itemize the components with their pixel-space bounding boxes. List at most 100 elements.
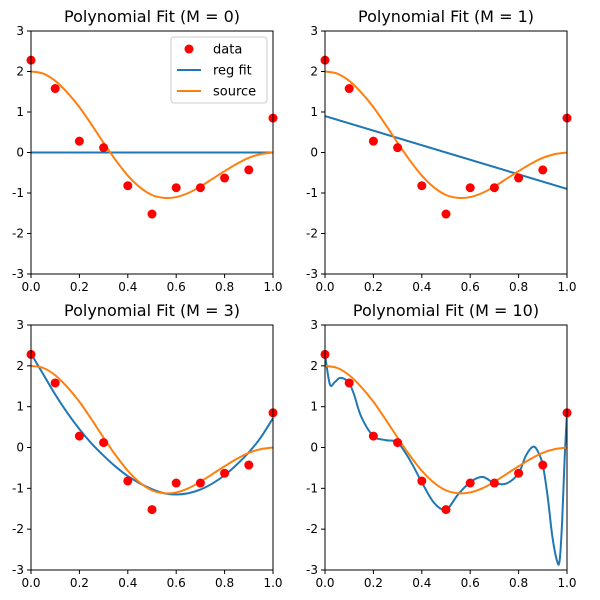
data-point [244, 165, 254, 175]
data-point [171, 478, 181, 488]
x-tick-label: 0.4 [412, 576, 431, 590]
y-tick-label: -1 [12, 481, 24, 495]
plot-area [31, 70, 273, 199]
y-tick-label: -3 [306, 563, 318, 577]
legend-label: data [213, 43, 242, 58]
legend-box [170, 36, 268, 104]
y-tick-label: -3 [12, 563, 24, 577]
data-point [195, 478, 205, 488]
y-tick-label: -2 [306, 522, 318, 536]
y-tick-label: 2 [16, 359, 24, 373]
legend: data reg fit source [170, 36, 268, 104]
x-tick-label: 1.0 [263, 576, 282, 590]
source-line [31, 364, 273, 495]
data-point [220, 468, 230, 478]
subplot-title: Polynomial Fit (M = 10) [353, 301, 539, 320]
source-line [325, 364, 567, 495]
data-point [99, 143, 109, 153]
data-point [417, 476, 427, 486]
axes-frame [30, 30, 274, 275]
data-point [171, 183, 181, 193]
reg-fit-line [31, 353, 273, 496]
y-tick-label: -2 [12, 522, 24, 536]
x-tick-label: 0.0 [315, 280, 334, 294]
y-tick-label: 3 [16, 318, 24, 332]
x-tick-label: 0.8 [509, 576, 528, 590]
subplot-title: Polynomial Fit (M = 0) [64, 7, 240, 26]
x-tick-label: 1.0 [557, 280, 576, 294]
data-point [465, 478, 475, 488]
y-tick-label: 0 [310, 146, 318, 160]
subplot-title: Polynomial Fit (M = 1) [358, 7, 534, 26]
x-tick-label: 1.0 [557, 576, 576, 590]
legend-marker-data [184, 44, 194, 54]
plot-area [325, 70, 567, 199]
x-tick-label: 0.2 [364, 280, 383, 294]
x-tick-label: 0.0 [315, 576, 334, 590]
y-tick-label: 0 [16, 441, 24, 455]
data-point [50, 378, 60, 388]
y-tick-label: -3 [12, 267, 24, 281]
data-point [147, 209, 157, 219]
data-point [538, 165, 548, 175]
y-tick-label: 0 [310, 441, 318, 455]
data-point [489, 183, 499, 193]
data-point [417, 181, 427, 191]
y-tick-label: 3 [310, 24, 318, 38]
y-tick-label: -1 [12, 186, 24, 200]
y-tick-label: 2 [310, 359, 318, 373]
axes-frame [324, 30, 568, 275]
x-tick-label: 0.4 [118, 576, 137, 590]
subplot-title: Polynomial Fit (M = 3) [64, 301, 240, 320]
x-tick-label: 0.8 [215, 280, 234, 294]
axes-frame [30, 324, 274, 571]
data-point [147, 505, 157, 515]
data-point [514, 468, 524, 478]
data-point [441, 505, 451, 515]
data-point [344, 84, 354, 94]
x-tick-label: 0.2 [70, 576, 89, 590]
data-point [393, 143, 403, 153]
data-point [74, 136, 84, 146]
subplot-2: Polynomial Fit (M = 1) 0.0 0.2 0.4 0.6 0.8 1.0… [306, 7, 577, 294]
data-point [489, 478, 499, 488]
source-line [325, 70, 567, 199]
x-tick-label: 0.8 [509, 280, 528, 294]
x-tick-label: 0.6 [167, 576, 186, 590]
subplot-1: Polynomial Fit (M = 0) 0.0 0.2 0.4 0.6 0.8 1.0… [12, 7, 283, 294]
data-point [123, 476, 133, 486]
data-point [220, 173, 230, 183]
y-tick-label: 3 [16, 24, 24, 38]
plot-area [31, 353, 273, 496]
x-tick-label: 0.6 [167, 280, 186, 294]
y-tick-label: 1 [310, 400, 318, 414]
subplot-4: Polynomial Fit (M = 10) 0.0 0.2 0.4 0.6 0.8 1.… [306, 301, 577, 590]
x-tick-label: 0.2 [70, 280, 89, 294]
data-point [99, 438, 109, 448]
y-tick-label: 1 [16, 105, 24, 119]
x-tick-label: 0.0 [21, 576, 40, 590]
plot-area [325, 354, 567, 566]
reg-fit-line [325, 115, 567, 190]
subplot-3: Polynomial Fit (M = 3) 0.0 0.2 0.4 0.6 0.8 1.0… [12, 301, 283, 590]
y-tick-label: -1 [306, 186, 318, 200]
y-tick-label: 3 [310, 318, 318, 332]
source-line [31, 70, 273, 199]
data-point [514, 173, 524, 183]
x-tick-label: 0.4 [412, 280, 431, 294]
y-tick-label: -2 [306, 227, 318, 241]
data-point [368, 431, 378, 441]
y-tick-label: -3 [306, 267, 318, 281]
data-point [50, 84, 60, 94]
legend-label: reg fit [213, 64, 252, 79]
y-tick-label: -1 [306, 481, 318, 495]
y-tick-label: 0 [16, 146, 24, 160]
data-point [441, 209, 451, 219]
x-tick-label: 0.6 [461, 576, 480, 590]
data-point [74, 431, 84, 441]
x-tick-label: 0.6 [461, 280, 480, 294]
data-point [344, 378, 354, 388]
x-tick-label: 1.0 [263, 280, 282, 294]
data-point [538, 460, 548, 470]
